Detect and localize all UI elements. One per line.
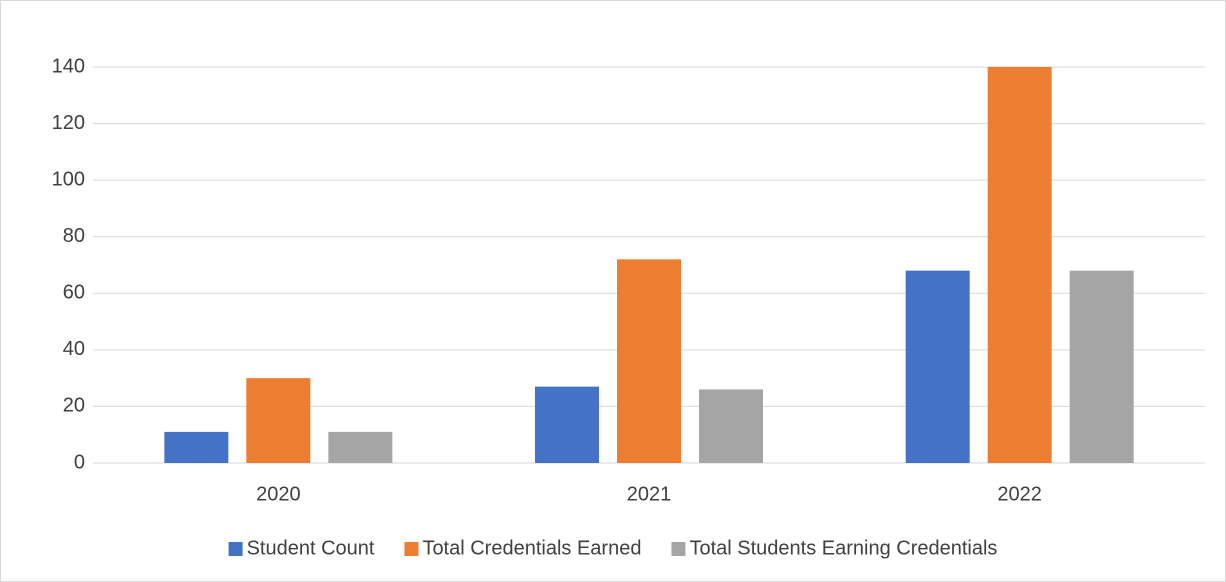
legend-swatch xyxy=(228,542,243,556)
legend-label: Total Students Earning Credentials xyxy=(689,537,997,559)
bar xyxy=(328,431,393,463)
y-tick-label: 120 xyxy=(52,112,85,134)
y-tick-label: 100 xyxy=(52,168,85,190)
y-tick-label: 140 xyxy=(52,55,85,77)
x-tick-label: 2021 xyxy=(627,483,672,505)
x-tick-label: 2022 xyxy=(997,483,1042,505)
y-tick-label: 40 xyxy=(63,338,85,360)
y-tick-label: 80 xyxy=(63,225,85,247)
legend-label: Total Credentials Earned xyxy=(422,537,641,559)
bar xyxy=(164,431,229,463)
bar xyxy=(699,389,763,463)
bar xyxy=(987,67,1052,463)
bar xyxy=(1069,270,1134,463)
y-tick-label: 60 xyxy=(63,282,85,304)
bar xyxy=(246,378,311,463)
y-tick-label: 20 xyxy=(63,395,85,417)
bar xyxy=(535,386,599,463)
legend-label: Student Count xyxy=(247,537,375,559)
bar xyxy=(617,259,681,463)
x-tick-label: 2020 xyxy=(256,483,301,505)
legend-swatch xyxy=(404,542,419,556)
legend-swatch xyxy=(671,542,686,556)
bar xyxy=(905,270,970,463)
y-tick-label: 0 xyxy=(74,451,85,473)
